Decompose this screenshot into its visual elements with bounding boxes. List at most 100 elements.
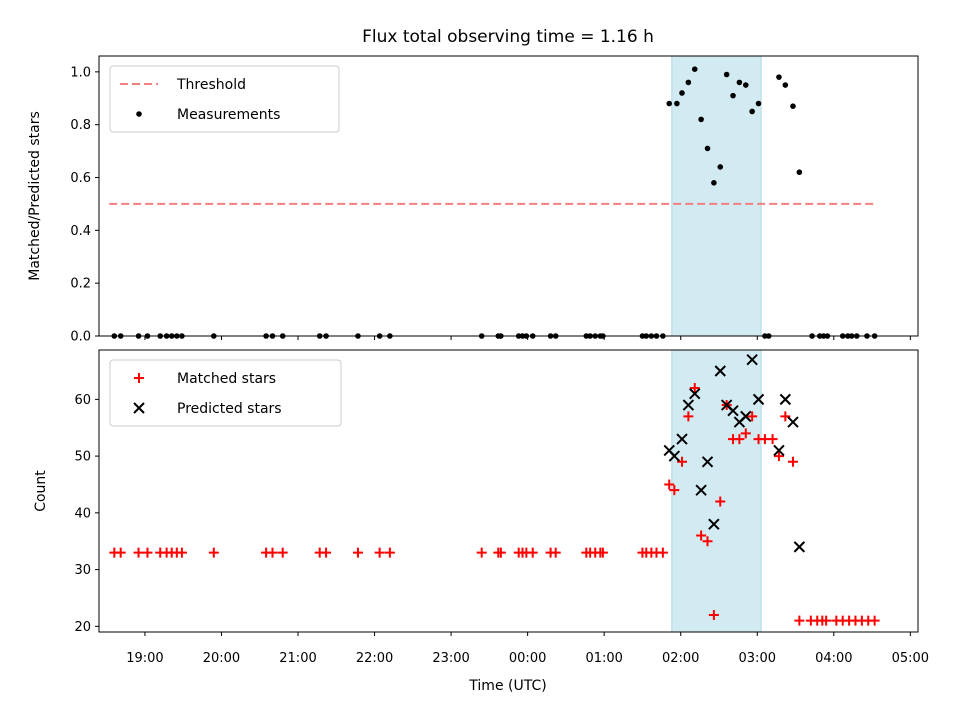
legend: Matched stars Predicted stars: [109, 359, 342, 427]
matched-stars-point: [669, 485, 680, 496]
panel-bottom: 20 30 40 50 60 19:00 20:00 21:00 22:00 23:00 00:00…: [33, 349, 929, 666]
matched-stars-point: [787, 456, 798, 467]
predicted-stars-point: [689, 387, 701, 400]
x-tick-label: 22:00: [356, 651, 393, 666]
matched-stars-point: [664, 479, 675, 490]
legend-box: [109, 359, 342, 427]
matched-stars-point: [321, 547, 332, 558]
legend-matched-marker: [134, 373, 144, 383]
predicted-stars-point: [676, 433, 688, 445]
matched-stars-point: [702, 536, 713, 547]
y-tick-label: 1.0: [70, 65, 91, 80]
x-tick-label: 04:00: [815, 651, 852, 666]
matched-stars-point: [821, 615, 832, 626]
matched-stars-point: [597, 547, 608, 558]
measurement-point: [755, 100, 762, 107]
matched-stars-point: [740, 428, 751, 439]
y-tick-label: 0.4: [70, 224, 91, 239]
matched-stars-point: [115, 547, 126, 558]
y-tick-label: 30: [74, 563, 91, 578]
legend-entry-label: Threshold: [176, 77, 246, 93]
x-axis-label: Time (UTC): [468, 678, 546, 694]
matched-stars-point: [208, 547, 219, 558]
matched-stars-point: [176, 547, 187, 558]
matched-stars-point: [550, 547, 561, 558]
predicted-stars-point: [773, 444, 785, 457]
measurement-point: [679, 90, 685, 96]
matched-stars-point: [476, 547, 487, 558]
predicted-stars-point: [701, 456, 714, 468]
measurement-point: [711, 179, 717, 186]
matched-stars-point: [683, 411, 694, 422]
measurement-point: [685, 79, 692, 86]
y-tick-label: 60: [74, 393, 91, 408]
measurement-point: [717, 164, 724, 170]
matched-stars-point: [869, 615, 880, 626]
legend-entry-label: Predicted stars: [177, 401, 282, 417]
matched-stars-point: [384, 547, 395, 558]
matched-stars-point: [495, 547, 506, 558]
legend-box: [109, 65, 340, 133]
x-tick-label: 02:00: [662, 651, 699, 666]
predicted-stars-point: [787, 416, 799, 428]
matched-stars-point: [767, 434, 778, 445]
y-tick-label: 20: [74, 620, 91, 635]
matched-stars-point: [696, 530, 707, 541]
measurement-point: [790, 103, 796, 109]
plot-frame: [98, 349, 919, 633]
matched-stars-point: [133, 547, 144, 558]
plot-frame: [98, 55, 919, 337]
measurement-point: [796, 169, 803, 176]
measurement-point: [698, 116, 704, 123]
measurement-point: [742, 82, 749, 88]
matched-stars-point: [773, 451, 784, 462]
observing-span: [671, 349, 762, 633]
y-tick-label: 40: [74, 506, 91, 521]
x-tick-label: 01:00: [585, 651, 622, 666]
predicted-stars-point: [740, 410, 752, 423]
y-tick-label: 0.2: [70, 277, 91, 292]
matched-stars-point: [527, 547, 538, 558]
predicted-stars-point: [695, 484, 707, 496]
predicted-stars-point: [668, 450, 681, 462]
matched-stars-point: [142, 547, 153, 558]
measurement-point: [749, 108, 755, 115]
matched-stars-point: [715, 496, 726, 507]
legend-entry-label: Matched stars: [177, 371, 276, 387]
panel-top: 0.0 0.2 0.4 0.6 0.8 1.0 Matched/Predicted star…: [27, 55, 919, 345]
measurement-point: [723, 71, 730, 78]
legend-predicted-marker: [133, 402, 145, 414]
y-tick-label: 0.6: [70, 171, 91, 186]
predicted-stars-point: [727, 405, 739, 417]
predicted-stars-point: [714, 365, 726, 377]
x-tick-label: 03:00: [739, 651, 776, 666]
y-tick-label: 0.0: [70, 330, 91, 345]
legend-entry-label: Measurements: [177, 107, 280, 123]
matched-stars-point: [267, 547, 278, 558]
predicted-stars-point: [752, 393, 765, 406]
matched-stars-point: [689, 383, 700, 394]
predicted-stars-point: [779, 393, 792, 406]
matched-stars-point: [657, 547, 668, 558]
predicted-stars-point: [708, 518, 720, 530]
y-axis-label: Count: [33, 470, 49, 512]
matched-stars-point: [352, 547, 363, 558]
predicted-stars-point: [746, 353, 758, 366]
measurement-point: [730, 92, 736, 99]
measurement-point: [674, 100, 680, 107]
x-tick-label: 05:00: [892, 651, 929, 666]
legend-measurement-marker: [136, 111, 142, 117]
matched-stars-point: [780, 411, 791, 422]
measurement-point: [782, 82, 789, 88]
matched-stars-point: [374, 547, 385, 558]
matched-stars-point: [277, 547, 288, 558]
legend: Threshold Measurements: [109, 65, 340, 133]
predicted-stars-point: [682, 399, 695, 411]
y-tick-label: 50: [74, 450, 91, 465]
predicted-stars-point: [793, 541, 806, 553]
chart-title: Flux total observing time = 1.16 h: [362, 27, 654, 47]
matched-stars-point: [747, 411, 758, 422]
observing-span: [671, 55, 762, 337]
measurement-point: [776, 74, 782, 80]
